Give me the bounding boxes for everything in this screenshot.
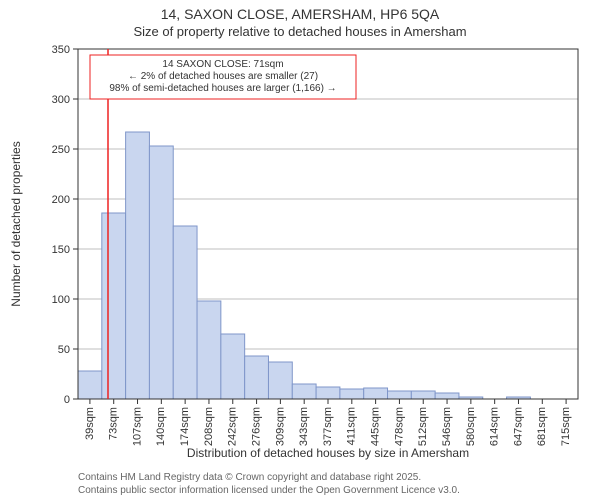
y-tick-label: 100	[52, 294, 70, 306]
y-tick-label: 0	[64, 394, 70, 406]
histogram-bar	[435, 393, 459, 399]
x-tick-label: 411sqm	[346, 407, 358, 445]
histogram-bar	[78, 371, 102, 399]
histogram-bar	[126, 132, 150, 399]
x-tick-label: 681sqm	[536, 407, 548, 446]
chart-area: 0 50 100 150 200 250 300 350 39sqm 73sqm 107sqm 140…	[0, 43, 600, 468]
x-tick-label: 107sqm	[131, 407, 143, 446]
x-axis-label: Distribution of detached houses by size …	[187, 446, 469, 460]
histogram-bar	[102, 213, 126, 399]
x-tick-label: 377sqm	[322, 407, 334, 446]
x-tick-label: 647sqm	[512, 407, 524, 446]
x-tick-label: 39sqm	[84, 407, 96, 440]
histogram-bar	[268, 362, 292, 399]
histogram-bar	[149, 146, 173, 399]
x-tick-label: 73sqm	[108, 407, 120, 440]
x-tick-label: 445sqm	[370, 407, 382, 446]
annotation-line: 14 SAXON CLOSE: 71sqm	[162, 59, 283, 70]
x-tick-label: 208sqm	[203, 407, 215, 446]
histogram-bar	[245, 356, 269, 399]
x-tick-label: 580sqm	[465, 407, 477, 446]
histogram-bar	[221, 334, 245, 399]
x-tick-label: 343sqm	[298, 407, 310, 446]
x-tick-label: 242sqm	[227, 407, 239, 446]
chart-title: 14, SAXON CLOSE, AMERSHAM, HP6 5QA	[0, 0, 600, 22]
histogram-bar	[340, 389, 364, 399]
x-tick-label: 174sqm	[179, 407, 191, 446]
histogram-bar	[411, 391, 435, 399]
y-tick-label: 350	[52, 44, 70, 56]
annotation-line: ← 2% of detached houses are smaller (27)	[128, 71, 318, 82]
histogram-bar	[364, 388, 388, 399]
x-tick-label: 715sqm	[560, 407, 572, 446]
histogram-bar	[316, 387, 340, 399]
footer-line2: Contains public sector information licen…	[78, 485, 600, 498]
y-tick-label: 150	[52, 244, 70, 256]
histogram-bar	[388, 391, 412, 399]
histogram-bar	[292, 384, 316, 399]
x-tick-label: 309sqm	[274, 407, 286, 446]
histogram-bar	[197, 301, 221, 399]
x-tick-label: 478sqm	[393, 407, 405, 446]
x-tick-label: 140sqm	[155, 407, 167, 446]
footer-line1: Contains HM Land Registry data © Crown c…	[78, 472, 600, 485]
y-tick-label: 200	[52, 194, 70, 206]
x-tick-label: 276sqm	[250, 407, 262, 446]
chart-subtitle: Size of property relative to detached ho…	[0, 22, 600, 43]
y-tick-label: 250	[52, 144, 70, 156]
annotation-line: 98% of semi-detached houses are larger (…	[109, 83, 336, 94]
y-tick-label: 300	[52, 94, 70, 106]
histogram-bar	[173, 226, 197, 399]
x-tick-label: 512sqm	[417, 407, 429, 446]
y-axis-label: Number of detached properties	[9, 141, 23, 306]
histogram-svg: 0 50 100 150 200 250 300 350 39sqm 73sqm 107sqm 140…	[0, 43, 600, 463]
x-tick-label: 546sqm	[441, 407, 453, 446]
x-tick-label: 614sqm	[489, 407, 501, 446]
y-tick-label: 50	[58, 344, 70, 356]
footer-attribution: Contains HM Land Registry data © Crown c…	[0, 468, 600, 497]
